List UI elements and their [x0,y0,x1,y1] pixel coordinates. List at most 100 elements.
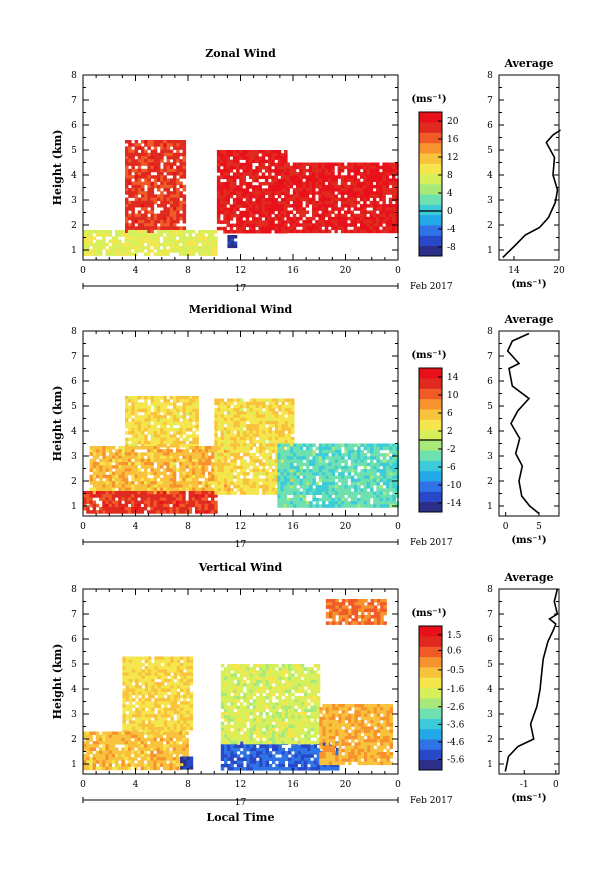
heat-cell [277,472,281,476]
heat-cell [115,468,119,472]
heat-cell [201,236,205,240]
heat-cell [163,497,167,501]
heat-cell [163,412,167,416]
heat-cell [344,447,348,451]
heat-cell [312,450,316,454]
heat-cell [287,463,291,467]
heat-cell [128,223,132,227]
heat-cell [125,431,129,435]
heat-cell [214,230,218,234]
heat-cell [325,466,329,470]
heat-cell [309,482,313,486]
heat-cell [96,252,100,256]
heat-cell [246,153,250,157]
heat-cell [253,415,257,419]
heat-cell [99,507,103,511]
heat-cell [141,415,145,419]
heat-cell [334,188,338,192]
heat-cell [302,166,306,170]
heat-cell [306,223,310,227]
heat-cell [150,240,154,244]
heat-cell [185,504,189,508]
heat-cell [131,431,135,435]
heat-cell [296,201,300,205]
heat-cell [354,175,358,179]
heat-cell [125,478,129,482]
heat-cell [243,224,247,228]
heat-cell [173,182,177,186]
heat-cell [138,660,142,664]
heat-cell [392,179,396,183]
heat-cell [389,207,393,211]
heat-cell [354,501,358,505]
heat-cell [160,504,164,508]
heat-cell [281,437,285,441]
heat-cell [176,226,180,230]
heat-cell [129,727,133,731]
heat-cell [230,153,234,157]
heat-cell [370,453,374,457]
heat-cell [150,456,154,460]
heat-cell [277,482,281,486]
heat-cell [176,452,180,456]
heat-cell [291,437,295,441]
heat-cell [131,475,135,479]
heat-cell [141,406,145,410]
heat-cell [141,150,145,154]
heat-cell [121,491,125,495]
heat-cell [262,402,266,406]
heat-cell [195,240,199,244]
heat-cell [167,162,171,166]
average-y-tick-label: 5 [487,146,493,156]
heat-cell [286,166,290,170]
heat-cell [134,446,138,450]
heat-cell [354,214,358,218]
heat-cell [131,491,135,495]
heat-cell [272,415,276,419]
heat-cell [350,211,354,215]
heat-cell [334,179,338,183]
heat-cell [252,220,256,224]
colorbar-swatch [419,450,442,461]
heat-cell [272,485,276,489]
heat-cell [227,405,231,409]
heat-cell [157,418,161,422]
heat-cell [151,210,155,214]
heat-cell [163,207,167,211]
heat-cell [237,479,241,483]
heat-cell [142,679,146,683]
heat-cell [236,153,240,157]
heat-cell [325,469,329,473]
heat-cell [202,484,206,488]
heat-cell [236,188,240,192]
heat-cell [102,504,106,508]
heat-cell [271,220,275,224]
heat-cell [173,172,177,176]
heat-cell [134,246,138,250]
heat-cell [341,444,345,448]
heat-cell [102,494,106,498]
heat-cell [360,460,364,464]
heat-cell [147,236,151,240]
heat-cell [176,459,180,463]
heat-cell [272,469,276,473]
heat-cell [319,498,323,502]
heat-cell [227,402,231,406]
heat-cell [182,236,186,240]
heat-cell [230,399,234,403]
heat-cell [373,166,377,170]
heat-cell [303,488,307,492]
heat-cell [208,249,212,253]
heat-cell [325,185,329,189]
heat-cell [109,481,113,485]
heat-cell [189,468,193,472]
heat-cell [125,441,129,445]
heat-cell [269,402,273,406]
heat-cell [309,201,313,205]
heat-cell [392,204,396,208]
heat-cell [134,468,138,472]
colorbar-swatch [419,491,442,502]
heat-cell [186,462,190,466]
heat-cell [319,447,323,451]
heat-cell [150,249,154,253]
